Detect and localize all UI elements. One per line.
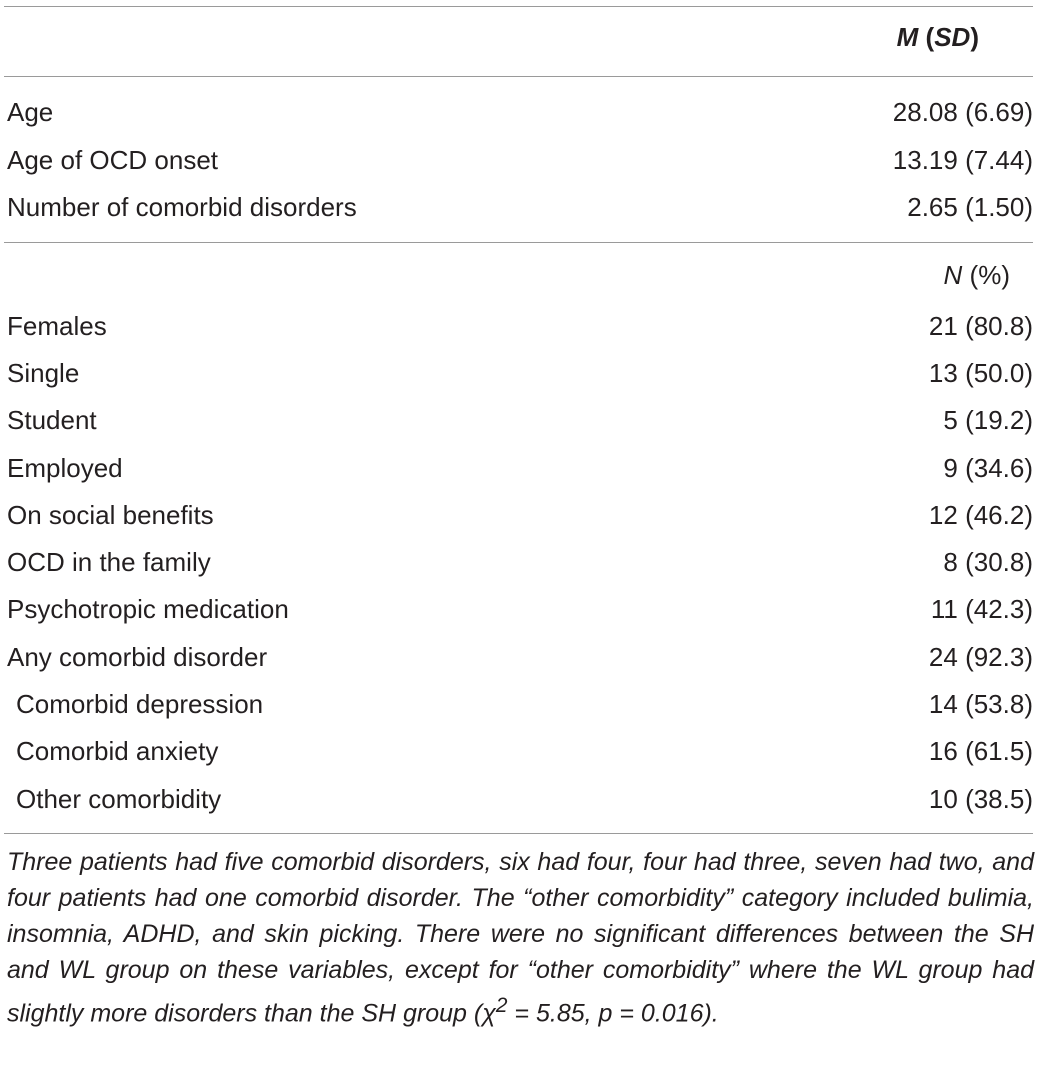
table-row: Student 5 (19.2) [7,400,1033,440]
row-label: Comorbid anxiety [16,735,219,766]
header-rule [4,76,1033,77]
table-row: Psychotropic medication 11 (42.3) [7,589,1033,629]
open-paren: ( [925,22,935,52]
top-rule [4,6,1033,7]
row-label: Psychotropic medication [7,593,289,624]
row-label: Age [7,96,54,127]
close-paren: ) [970,22,979,52]
table-row: Females 21 (80.8) [7,306,1033,346]
row-value: 21 (80.8) [928,310,1033,341]
row-label: Comorbid depression [16,688,264,719]
footnote-text: Three patients had five comorbid disorde… [7,848,1034,1028]
section-rule [4,242,1033,243]
table-row: OCD in the family 8 (30.8) [7,542,1033,582]
row-label: Number of comorbid disorders [7,191,357,222]
row-value: 2.65 (1.50) [907,191,1033,222]
row-value: 28.08 (6.69) [892,96,1033,127]
row-value: 12 (46.2) [928,499,1033,530]
row-label: On social benefits [7,499,214,530]
table-row: Any comorbid disorder 24 (92.3) [7,637,1033,677]
mean-symbol: M [896,22,919,52]
row-value: 9 (34.6) [943,452,1033,483]
row-value: 14 (53.8) [928,688,1033,719]
n-percent-header: N (%) [944,260,1010,291]
chi-symbol: χ [482,999,496,1028]
row-label: Any comorbid disorder [7,641,268,672]
n-symbol: N [943,260,963,290]
table-row: Employed 9 (34.6) [7,448,1033,488]
row-value: 13.19 (7.44) [892,144,1033,175]
table-row: Other comorbidity 10 (38.5) [7,779,1033,819]
row-label: Age of OCD onset [7,144,218,175]
row-label: Single [7,357,80,388]
table-row: On social benefits 12 (46.2) [7,495,1033,535]
table-footnote: Three patients had five comorbid disorde… [7,844,1034,1031]
table-row: Age of OCD onset 13.19 (7.44) [7,140,1033,180]
table-row: Comorbid depression 14 (53.8) [7,684,1033,724]
bottom-rule [4,833,1033,834]
row-value: 5 (19.2) [943,404,1033,435]
table-row: Comorbid anxiety 16 (61.5) [7,731,1033,771]
table-row: Age 28.08 (6.69) [7,92,1033,132]
chi-exponent: 2 [495,994,508,1017]
row-label: OCD in the family [7,546,211,577]
percent-label: (%) [962,260,1010,290]
row-value: 8 (30.8) [943,546,1033,577]
row-value: 16 (61.5) [928,735,1033,766]
footnote-stat: = 5.85, p = 0.016). [507,999,719,1028]
row-label: Student [7,404,97,435]
row-label: Females [7,310,107,341]
row-value: 24 (92.3) [928,641,1033,672]
row-value: 11 (42.3) [930,593,1033,624]
sd-symbol: SD [934,22,971,52]
row-value: 10 (38.5) [928,783,1033,814]
mean-sd-header: M (SD) [897,22,979,53]
table-row: Single 13 (50.0) [7,353,1033,393]
row-value: 13 (50.0) [928,357,1033,388]
row-label: Other comorbidity [16,783,222,814]
row-label: Employed [7,452,123,483]
table-row: Number of comorbid disorders 2.65 (1.50) [7,187,1033,227]
